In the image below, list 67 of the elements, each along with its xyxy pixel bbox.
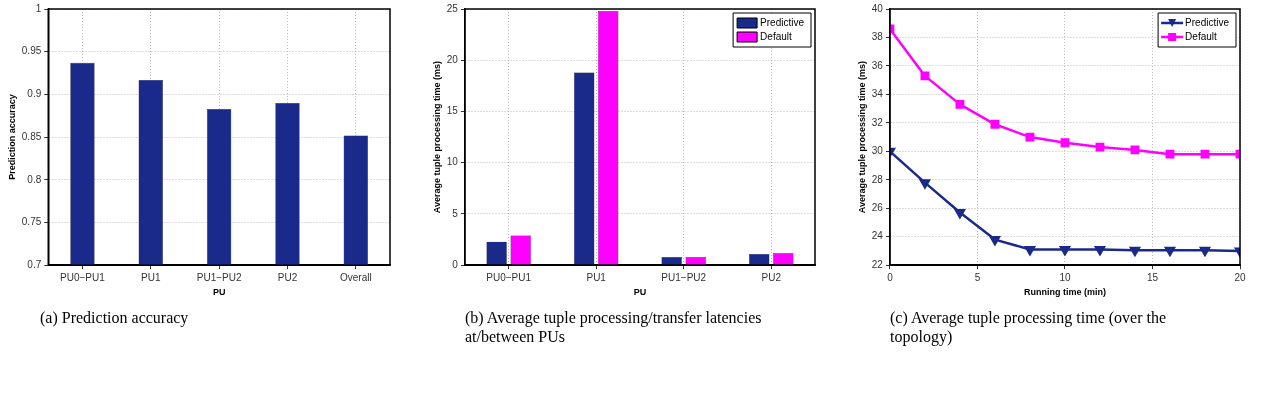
point [1060, 138, 1070, 148]
point [1199, 246, 1211, 257]
y-tick-label: 15 [446, 105, 459, 117]
y-tick-label: 0.95 [21, 45, 42, 57]
y-axis-title: Average tuple processing time (ms) [856, 60, 867, 214]
point [920, 71, 930, 81]
x-tick-label: PU0−PU1 [60, 271, 106, 283]
x-tick-label: 5 [974, 271, 981, 283]
y-tick-label: 1 [35, 2, 42, 14]
y-tick-label: 36 [871, 59, 884, 71]
x-tick-label: 0 [887, 271, 894, 283]
y-tick-label: 0.8 [27, 173, 42, 185]
y-tick-label: 0 [452, 258, 459, 270]
point [919, 179, 931, 189]
y-tick-label: 26 [871, 202, 884, 214]
point [1059, 246, 1071, 256]
point [989, 236, 1001, 246]
y-tick-label: 34 [871, 88, 884, 100]
y-tick-label: 32 [871, 116, 884, 128]
text: (b) Average tuple processing/transfer latencies at/between PUs [465, 308, 763, 346]
legend-label: Predictive [1185, 16, 1230, 28]
x-tick-label: PU1 [141, 271, 161, 283]
y-tick-label: 0.9 [27, 88, 42, 100]
legend-label: Default [760, 30, 792, 42]
x-tick-label: Overall [339, 271, 372, 283]
point [1165, 149, 1175, 159]
legend-label: Default [1185, 30, 1217, 42]
y-tick-label: 5 [452, 207, 459, 219]
y-tick-label: 20 [446, 53, 459, 65]
y-axis-title: Average tuple processing time (ms) [431, 60, 442, 214]
x-tick-label: PU2 [761, 271, 782, 283]
y-tick-label: 38 [871, 31, 884, 43]
point [1024, 246, 1036, 256]
x-tick-label: PU1−PU2 [661, 271, 707, 283]
x-tick-label: PU0−PU1 [486, 271, 532, 283]
text: (c) Average tuple processing time (over the topology) [890, 308, 1168, 346]
point [1130, 145, 1140, 155]
y-tick-label: 22 [871, 258, 884, 270]
y-tick-label: 0.7 [27, 258, 42, 270]
point [1094, 246, 1106, 256]
y-axis-title: Prediction accuracy [6, 94, 17, 180]
y-tick-label: 24 [871, 230, 884, 242]
point [1025, 132, 1035, 142]
x-tick-label: 15 [1146, 271, 1159, 283]
x-tick-label: PU2 [277, 271, 298, 283]
y-tick-label: 40 [871, 2, 884, 14]
y-tick-label: 25 [446, 2, 459, 14]
x-axis-title: Running time (min) [1023, 287, 1106, 298]
x-tick-label: 10 [1059, 271, 1071, 283]
legend-label: Predictive [760, 16, 805, 28]
y-tick-label: 10 [446, 156, 459, 168]
point [1129, 246, 1141, 257]
point [955, 99, 965, 109]
y-tick-label: 0.85 [21, 130, 42, 142]
x-tick-label: PU1−PU2 [196, 271, 242, 283]
point [954, 209, 966, 219]
x-axis-title: PU [212, 287, 226, 298]
x-tick-label: PU1 [586, 271, 607, 283]
text: (a) Prediction accuracy [40, 308, 190, 327]
y-tick-label: 0.75 [21, 216, 42, 228]
point [1164, 246, 1176, 257]
point [1200, 149, 1210, 159]
x-tick-label: 20 [1234, 271, 1246, 283]
point [990, 119, 1000, 129]
x-axis-title: PU [633, 287, 647, 298]
y-tick-label: 28 [871, 173, 884, 185]
y-tick-label: 30 [871, 145, 884, 157]
